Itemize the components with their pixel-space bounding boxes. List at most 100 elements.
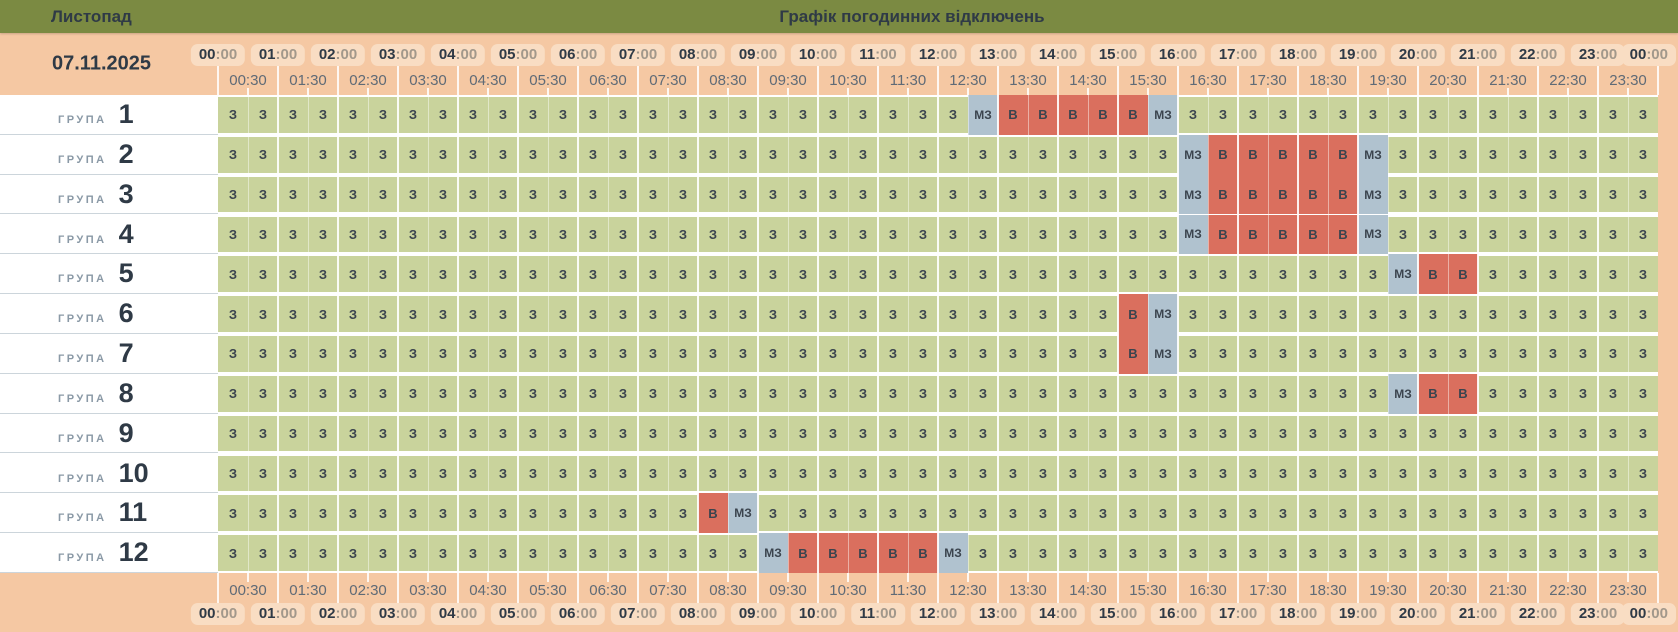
schedule-cell: З [1448, 455, 1478, 492]
hour-label-minutes: :00 [1535, 46, 1558, 63]
schedule-cell: З [338, 176, 368, 213]
hour-label-minutes: :00 [935, 46, 958, 63]
schedule-cell: З [1268, 296, 1298, 332]
schedule-cell: З [458, 495, 488, 532]
hour-label-minutes: :00 [635, 46, 658, 63]
schedule-cell: З [1208, 97, 1238, 133]
schedule-cell: З [1508, 495, 1538, 532]
schedule-cell: З [1628, 455, 1658, 492]
schedule-cell: З [548, 97, 578, 133]
half-hour-label: 08:30 [709, 582, 747, 599]
schedule-cell: В [818, 533, 848, 573]
half-hour-tick [307, 573, 309, 582]
hour-label-hours: 21 [1458, 46, 1476, 63]
schedule-cell: З [998, 176, 1028, 213]
schedule-cell: З [1238, 375, 1268, 412]
date-label: 07.11.2025 [52, 52, 151, 75]
schedule-cell: З [398, 495, 428, 532]
half-hour-label: 01:30 [289, 582, 327, 599]
schedule-cell: З [1418, 136, 1448, 173]
schedule-cell: З [488, 535, 518, 571]
top-header-bar: Листопад Графік погодинних відключень [0, 0, 1678, 33]
schedule-cell: З [998, 216, 1028, 253]
schedule-cell: З [308, 216, 338, 253]
schedule-cell: З [308, 455, 338, 492]
schedule-cell: З [548, 176, 578, 213]
half-hour-separator [907, 95, 909, 573]
half-hour-label: 02:30 [349, 72, 387, 89]
schedule-cell: МЗ [1358, 174, 1388, 215]
schedule-cell: З [368, 415, 398, 452]
hour-label-hours: 12 [918, 46, 936, 63]
schedule-cell: З [608, 415, 638, 452]
schedule-cell: З [1568, 535, 1598, 571]
hour-label: 12:00 [910, 603, 966, 625]
schedule-cell: З [1628, 535, 1658, 571]
schedule-cell: З [698, 415, 728, 452]
schedule-cell: З [878, 256, 908, 293]
schedule-cell: З [998, 336, 1028, 372]
schedule-cell: З [278, 415, 308, 452]
hour-gridline [1237, 66, 1239, 95]
schedule-cell: З [1028, 216, 1058, 253]
schedule-cell: З [1568, 176, 1598, 213]
schedule-cell: З [1508, 136, 1538, 173]
hour-gridline [817, 66, 819, 95]
half-hour-tick [847, 88, 849, 95]
hour-gridline [817, 573, 819, 603]
group-row-label: ГРУПА 11 [0, 493, 218, 534]
schedule-cell: З [578, 256, 608, 293]
schedule-cell: МЗ [1148, 95, 1178, 135]
schedule-cell: МЗ [938, 533, 968, 573]
schedule-cell: З [908, 415, 938, 452]
half-hour-tick [787, 573, 789, 582]
schedule-cell: З [398, 415, 428, 452]
group-cells: З З З З З З З З З З З З З З З З З З З З З З З З З МЗ В В В В В МЗ З З З З З З… [218, 95, 1658, 135]
schedule-cell: З [278, 375, 308, 412]
hour-label-minutes: :00 [995, 605, 1018, 622]
schedule-cell: З [218, 97, 248, 133]
schedule-cell: З [788, 136, 818, 173]
schedule-cell: В [1208, 134, 1238, 175]
schedule-cell: З [488, 296, 518, 332]
schedule-cell: З [1598, 495, 1628, 532]
schedule-cell: З [698, 296, 728, 332]
schedule-cell: З [848, 336, 878, 372]
schedule-cell: З [1478, 256, 1508, 293]
time-axis-top: 07.11.2025 00:00 01:00 02:00 03:00 04:00 05:0… [0, 33, 1678, 95]
schedule-cell: З [1148, 455, 1178, 492]
group-cells: З З З З З З З З З З З З З З З З З З З З З З З З З З З З З З В МЗ З З З З З З З… [218, 294, 1658, 334]
schedule-cell: В [1328, 214, 1358, 255]
schedule-cell: З [1538, 216, 1568, 253]
group-word: ГРУПА [58, 193, 107, 206]
hour-label: 23:00 [1570, 44, 1626, 66]
group-row-label: ГРУПА 5 [0, 254, 218, 295]
half-hour-tick [1087, 88, 1089, 95]
schedule-cell: З [1448, 495, 1478, 532]
schedule-cell: З [1538, 176, 1568, 213]
schedule-cell: З [578, 375, 608, 412]
hour-separator [997, 95, 999, 573]
hour-gridline [337, 573, 339, 603]
schedule-cell: МЗ [1148, 294, 1178, 334]
schedule-cell: З [368, 455, 398, 492]
schedule-cell: З [488, 216, 518, 253]
hour-label: 21:00 [1450, 603, 1506, 625]
schedule-cell: З [578, 136, 608, 173]
schedule-cell: З [668, 455, 698, 492]
schedule-cell: З [1358, 495, 1388, 532]
schedule-cell: З [1118, 535, 1148, 571]
schedule-cell: З [338, 535, 368, 571]
schedule-cell: З [848, 455, 878, 492]
schedule-cell: З [638, 216, 668, 253]
schedule-cell: З [938, 375, 968, 412]
hour-label: 16:00 [1150, 44, 1206, 66]
schedule-cell: З [1418, 216, 1448, 253]
schedule-cell: З [248, 415, 278, 452]
hour-separator [1177, 95, 1179, 573]
schedule-cell: З [1628, 136, 1658, 173]
schedule-cell: В [1208, 214, 1238, 255]
schedule-cell: З [1238, 495, 1268, 532]
schedule-cell: З [398, 455, 428, 492]
